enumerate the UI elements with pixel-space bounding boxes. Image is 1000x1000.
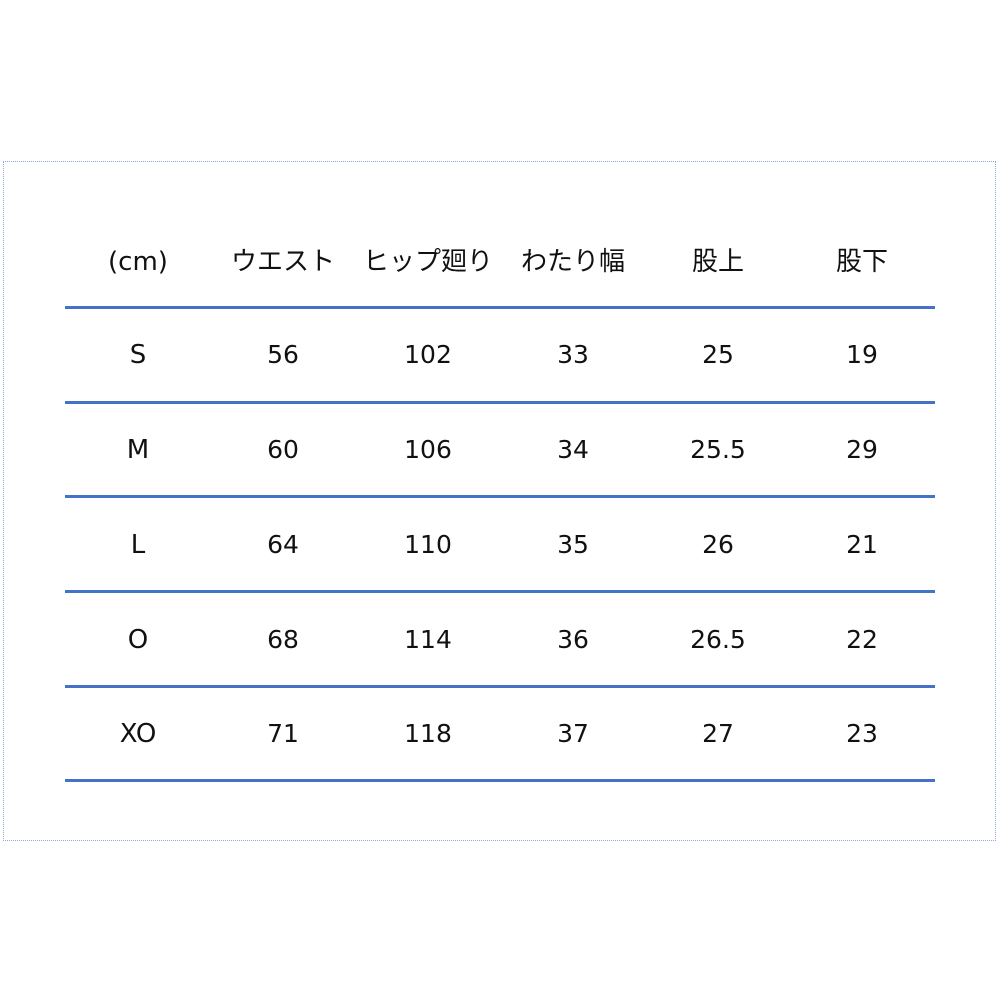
table-cell: 25 [702, 340, 734, 369]
row-divider [65, 590, 935, 593]
table-cell: 34 [557, 435, 589, 464]
row-size-label: O [127, 625, 149, 655]
row-size-label: M [126, 435, 150, 465]
column-header: ウエスト [230, 247, 335, 277]
table-cell: 35 [557, 530, 589, 559]
table-cell: 26.5 [690, 625, 746, 654]
table-cell: 56 [267, 340, 299, 369]
row-divider [65, 495, 935, 498]
table-cell: 60 [267, 435, 299, 464]
column-header: わたり幅 [520, 247, 625, 277]
table-cell: 26 [702, 530, 734, 559]
table-cell: 64 [267, 530, 299, 559]
column-header: ヒップ廻り [362, 247, 493, 277]
table-cell: 110 [404, 530, 452, 559]
table-cell: 36 [557, 625, 589, 654]
column-header: 股下 [835, 247, 888, 277]
table-cell: 23 [846, 719, 878, 748]
row-divider [65, 401, 935, 404]
table-cell: 22 [846, 625, 878, 654]
table-cell: 33 [557, 340, 589, 369]
table-cell: 118 [404, 719, 452, 748]
table-cell: 102 [404, 340, 452, 369]
table-cell: 19 [846, 340, 878, 369]
column-header: 股上 [691, 247, 744, 277]
table-cell: 29 [846, 435, 878, 464]
row-divider [65, 779, 935, 782]
table-cell: 27 [702, 719, 734, 748]
table-cell: 25.5 [690, 435, 746, 464]
row-size-label: S [129, 340, 147, 370]
table-cell: 114 [404, 625, 452, 654]
column-header: (cm) [108, 247, 168, 277]
table-frame [3, 161, 996, 841]
row-size-label: L [130, 530, 146, 560]
row-divider [65, 306, 935, 309]
row-size-label: XO [119, 719, 157, 749]
table-cell: 106 [404, 435, 452, 464]
table-cell: 21 [846, 530, 878, 559]
table-cell: 68 [267, 625, 299, 654]
table-cell: 71 [267, 719, 299, 748]
table-cell: 37 [557, 719, 589, 748]
row-divider [65, 685, 935, 688]
